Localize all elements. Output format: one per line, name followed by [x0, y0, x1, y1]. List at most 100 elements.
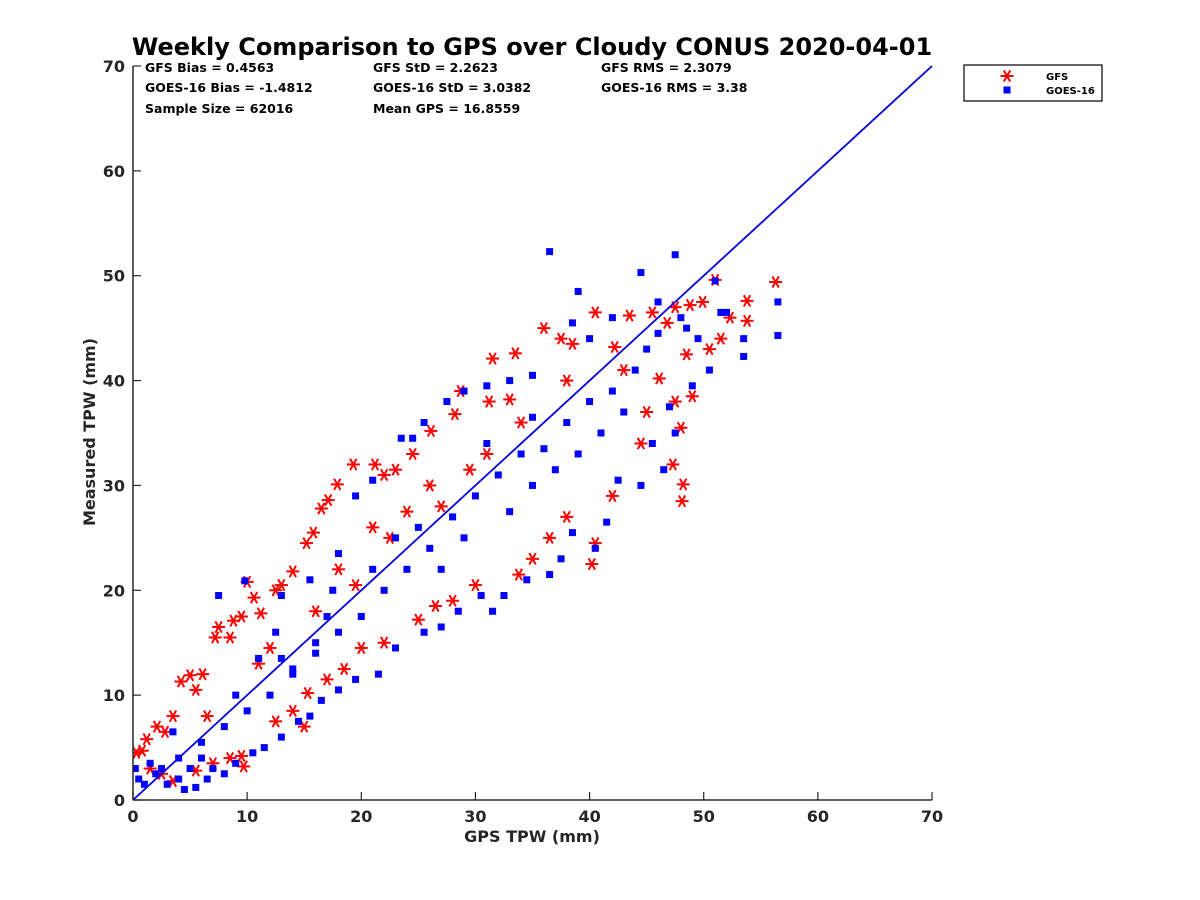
x-tick-label: 10: [236, 807, 258, 826]
gfs-point: [480, 447, 494, 461]
gfs-point: [237, 760, 251, 773]
gfs-point: [226, 614, 240, 627]
x-axis-label: GPS TPW (mm): [464, 827, 600, 846]
goes16-point: [163, 780, 171, 788]
goes16-point: [654, 329, 662, 337]
goes16-point: [643, 345, 651, 353]
gfs-point: [286, 565, 300, 578]
goes16-point: [369, 476, 377, 484]
gfs-point: [702, 342, 716, 356]
legend-gfs-marker: [1000, 69, 1014, 83]
goes16-point: [688, 382, 696, 390]
goes16-point: [774, 331, 782, 339]
goes16-point: [711, 277, 719, 285]
goes16-point: [740, 335, 748, 343]
gfs-point: [196, 668, 210, 681]
gfs-point: [696, 295, 710, 309]
goes16-point: [694, 335, 702, 343]
x-tick-label: 20: [350, 807, 372, 826]
gfs-point: [512, 568, 526, 581]
stat-text: GOES-16 Bias = -1.4812: [145, 80, 313, 95]
gfs-point: [486, 352, 500, 365]
gfs-point: [423, 479, 437, 492]
goes16-point: [540, 445, 548, 453]
gfs-point: [428, 599, 442, 613]
goes16-point: [454, 607, 462, 615]
goes16-point: [215, 592, 223, 600]
goes16-point: [460, 534, 468, 542]
gfs-point: [223, 631, 237, 644]
reference-line: [132, 65, 933, 801]
legend-goes16-marker: [1003, 86, 1011, 94]
gfs-point: [645, 306, 659, 319]
goes16-point: [152, 770, 160, 778]
gfs-point: [660, 316, 674, 330]
gfs-point: [740, 314, 754, 327]
gfs-point: [349, 578, 363, 592]
goes16-point: [203, 775, 211, 783]
goes16-point: [241, 577, 249, 585]
gfs-point: [585, 557, 599, 571]
gfs-point: [286, 704, 300, 718]
x-tick-label: 70: [921, 807, 943, 826]
gfs-point: [680, 348, 694, 361]
gfs-point: [354, 641, 368, 655]
gfs-point: [560, 374, 574, 387]
gfs-point: [366, 521, 380, 534]
goes16-point: [414, 523, 422, 531]
gfs-point: [526, 552, 539, 565]
gfs-point: [685, 390, 699, 403]
stat-text: GFS Bias = 0.4563: [145, 60, 274, 75]
goes16-point: [180, 786, 188, 794]
chart-title: Weekly Comparison to GPS over Cloudy CON…: [132, 33, 932, 61]
gfs-point: [389, 463, 403, 476]
gfs-point: [189, 683, 203, 697]
goes16-point: [494, 471, 502, 479]
gfs-point: [346, 458, 360, 471]
gfs-point: [668, 395, 682, 408]
gfs-point: [337, 662, 351, 676]
y-tick-label: 50: [103, 267, 125, 286]
goes16-point: [352, 675, 360, 683]
goes16-point: [403, 565, 411, 573]
gfs-point: [306, 526, 320, 539]
goes16-point: [563, 419, 571, 427]
goes16-point: [420, 419, 428, 427]
gfs-point: [406, 447, 420, 461]
goes16-point: [546, 571, 554, 579]
goes16-point: [723, 308, 731, 316]
gfs-point: [320, 673, 334, 686]
gfs-point: [543, 531, 557, 545]
reference-line-layer: [132, 65, 933, 801]
gfs-point: [503, 393, 517, 406]
gfs-point: [254, 607, 268, 620]
gfs-point: [368, 458, 382, 471]
goes16-point: [409, 434, 417, 442]
gfs-point: [247, 591, 261, 604]
goes16-point: [146, 759, 154, 767]
x-tick-label: 30: [464, 807, 486, 826]
goes16-point: [277, 654, 285, 662]
goes16-point: [483, 382, 491, 390]
goes16-point: [133, 765, 139, 773]
goes16-point: [568, 529, 576, 537]
goes16-point: [392, 534, 400, 542]
gfs-point: [330, 478, 344, 491]
goes16-point: [506, 377, 514, 385]
gfs-point: [446, 594, 460, 607]
x-tick-label: 40: [578, 807, 600, 826]
y-tick-label: 40: [103, 372, 125, 391]
goes16-point: [705, 366, 713, 374]
gfs-point: [640, 405, 654, 419]
goes16-point: [135, 775, 143, 783]
gfs-point: [623, 309, 637, 322]
goes16-point: [648, 439, 656, 447]
goes16-point: [295, 717, 303, 725]
goes16-point: [272, 628, 280, 636]
gfs-point: [714, 332, 728, 345]
gfs-point: [448, 407, 462, 421]
gfs-point: [605, 489, 619, 503]
goes16-point: [517, 450, 525, 458]
y-tick-label: 70: [103, 57, 125, 76]
gfs-point: [411, 613, 425, 626]
